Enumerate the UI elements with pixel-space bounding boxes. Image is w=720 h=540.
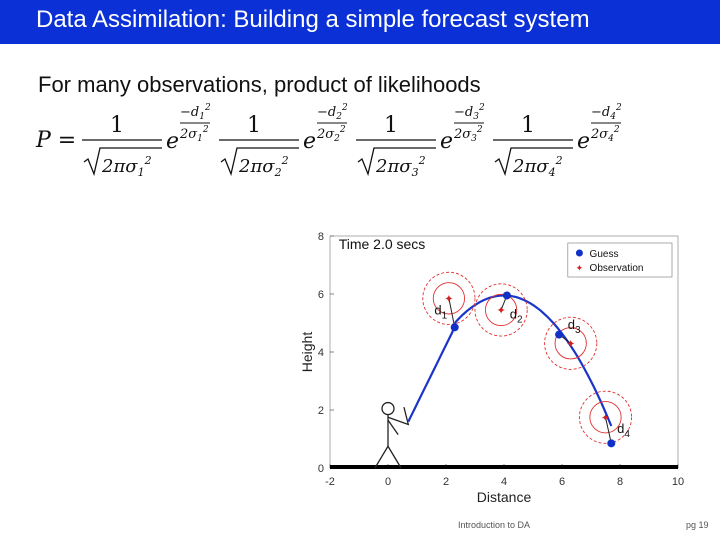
x-axis-label: Distance bbox=[477, 489, 532, 505]
distance-line bbox=[448, 298, 456, 328]
exp-base: e bbox=[577, 129, 590, 154]
sqrt-sign bbox=[494, 147, 573, 177]
uncertainty-circle-inner bbox=[432, 282, 466, 315]
sqrt-sign bbox=[220, 147, 299, 177]
guess-point bbox=[555, 330, 564, 339]
formula-term-2: 1 2πσ22 e−d22 2σ22 bbox=[219, 103, 348, 179]
guess-point bbox=[502, 291, 511, 300]
exp-numerator: −d32 bbox=[454, 103, 485, 122]
exp-base: e bbox=[440, 129, 453, 154]
term-numerator: 1 bbox=[384, 113, 398, 138]
distance-line bbox=[605, 417, 612, 444]
distance-label: d1 bbox=[434, 302, 447, 321]
footer-label: Introduction to DA bbox=[458, 520, 531, 530]
slide-subtitle: For many observations, product of likeli… bbox=[38, 72, 481, 97]
uncertainty-circle-inner bbox=[589, 401, 622, 434]
exp-numerator: −d42 bbox=[591, 103, 622, 122]
exp-denominator: 2σ12 bbox=[179, 125, 209, 144]
legend: Guess ✦ Observation bbox=[567, 242, 673, 278]
exp-base: e bbox=[303, 129, 316, 154]
legend-observation-marker: ✦ bbox=[576, 263, 584, 273]
term-denominator: 2πσ32 bbox=[375, 154, 426, 179]
legend-guess-marker bbox=[575, 249, 583, 257]
term-denominator: 2πσ42 bbox=[512, 154, 563, 179]
exp-numerator: −d22 bbox=[317, 103, 348, 122]
x-tick-label: 2 bbox=[443, 476, 449, 488]
figure-leg-right bbox=[387, 445, 402, 469]
term-denominator: 2πσ12 bbox=[101, 154, 152, 179]
y-tick-label: 2 bbox=[318, 405, 324, 417]
distance-label: d3 bbox=[568, 317, 581, 336]
observation-point: ✦ bbox=[444, 293, 453, 305]
legend-box bbox=[567, 242, 673, 278]
x-tick-label: 10 bbox=[672, 476, 684, 488]
x-tick-label: -2 bbox=[325, 476, 335, 488]
term-numerator: 1 bbox=[521, 113, 535, 138]
guess-point bbox=[450, 323, 459, 332]
figure-arm-lower bbox=[387, 419, 399, 436]
x-tick-label: 0 bbox=[385, 476, 391, 488]
exp-denominator: 2σ32 bbox=[453, 125, 483, 144]
page-number: pg 19 bbox=[686, 520, 709, 530]
stick-figure bbox=[374, 401, 410, 469]
uncertainty-circle-outer bbox=[544, 316, 598, 370]
sqrt-sign bbox=[83, 147, 162, 177]
observation-point: ✦ bbox=[566, 338, 575, 350]
formula-term-1: 1 2πσ12 e−d12 2σ12 bbox=[82, 103, 211, 179]
term-denominator: 2πσ22 bbox=[238, 154, 289, 179]
legend-observation-label: Observation bbox=[590, 263, 644, 274]
sqrt-sign bbox=[357, 147, 436, 177]
term-numerator: 1 bbox=[110, 113, 124, 138]
uncertainty-circle-outer bbox=[474, 283, 528, 337]
figure-head bbox=[381, 401, 395, 416]
formula-lhs: P = bbox=[35, 128, 76, 153]
figure-arm bbox=[387, 406, 410, 426]
observation-point: ✦ bbox=[601, 412, 610, 424]
exp-denominator: 2σ22 bbox=[316, 125, 346, 144]
observation-point: ✦ bbox=[496, 305, 505, 317]
y-tick-label: 6 bbox=[318, 289, 324, 301]
legend-guess-label: Guess bbox=[590, 249, 619, 260]
x-tick-label: 4 bbox=[501, 476, 507, 488]
uncertainty-circle-outer bbox=[422, 271, 476, 325]
distance-label: d4 bbox=[617, 421, 630, 440]
figure-leg-left bbox=[374, 445, 389, 469]
y-tick-label: 4 bbox=[318, 347, 324, 359]
uncertainty-circle-inner bbox=[484, 293, 518, 327]
exp-numerator: −d12 bbox=[180, 103, 211, 122]
y-tick-label: 8 bbox=[318, 231, 324, 243]
formula-term-4: 1 2πσ42 e−d42 2σ42 bbox=[493, 103, 622, 179]
title-bar: Data Assimilation: Building a simple for… bbox=[0, 0, 720, 44]
guess-point bbox=[607, 439, 616, 448]
uncertainty-circle-inner bbox=[554, 327, 587, 360]
y-tick-label: 0 bbox=[318, 463, 324, 475]
time-annotation: Time 2.0 secs bbox=[339, 236, 426, 252]
slide-title: Data Assimilation: Building a simple for… bbox=[36, 6, 590, 33]
term-numerator: 1 bbox=[247, 113, 261, 138]
distance-label: d2 bbox=[510, 307, 523, 326]
uncertainty-circle-outer bbox=[578, 390, 633, 444]
exp-base: e bbox=[166, 129, 179, 154]
x-tick-label: 6 bbox=[559, 476, 565, 488]
formula-term-3: 1 2πσ32 e−d32 2σ32 bbox=[356, 103, 485, 179]
exp-denominator: 2σ42 bbox=[590, 125, 620, 144]
x-tick-label: 8 bbox=[617, 476, 623, 488]
y-axis-label: Height bbox=[299, 332, 315, 373]
